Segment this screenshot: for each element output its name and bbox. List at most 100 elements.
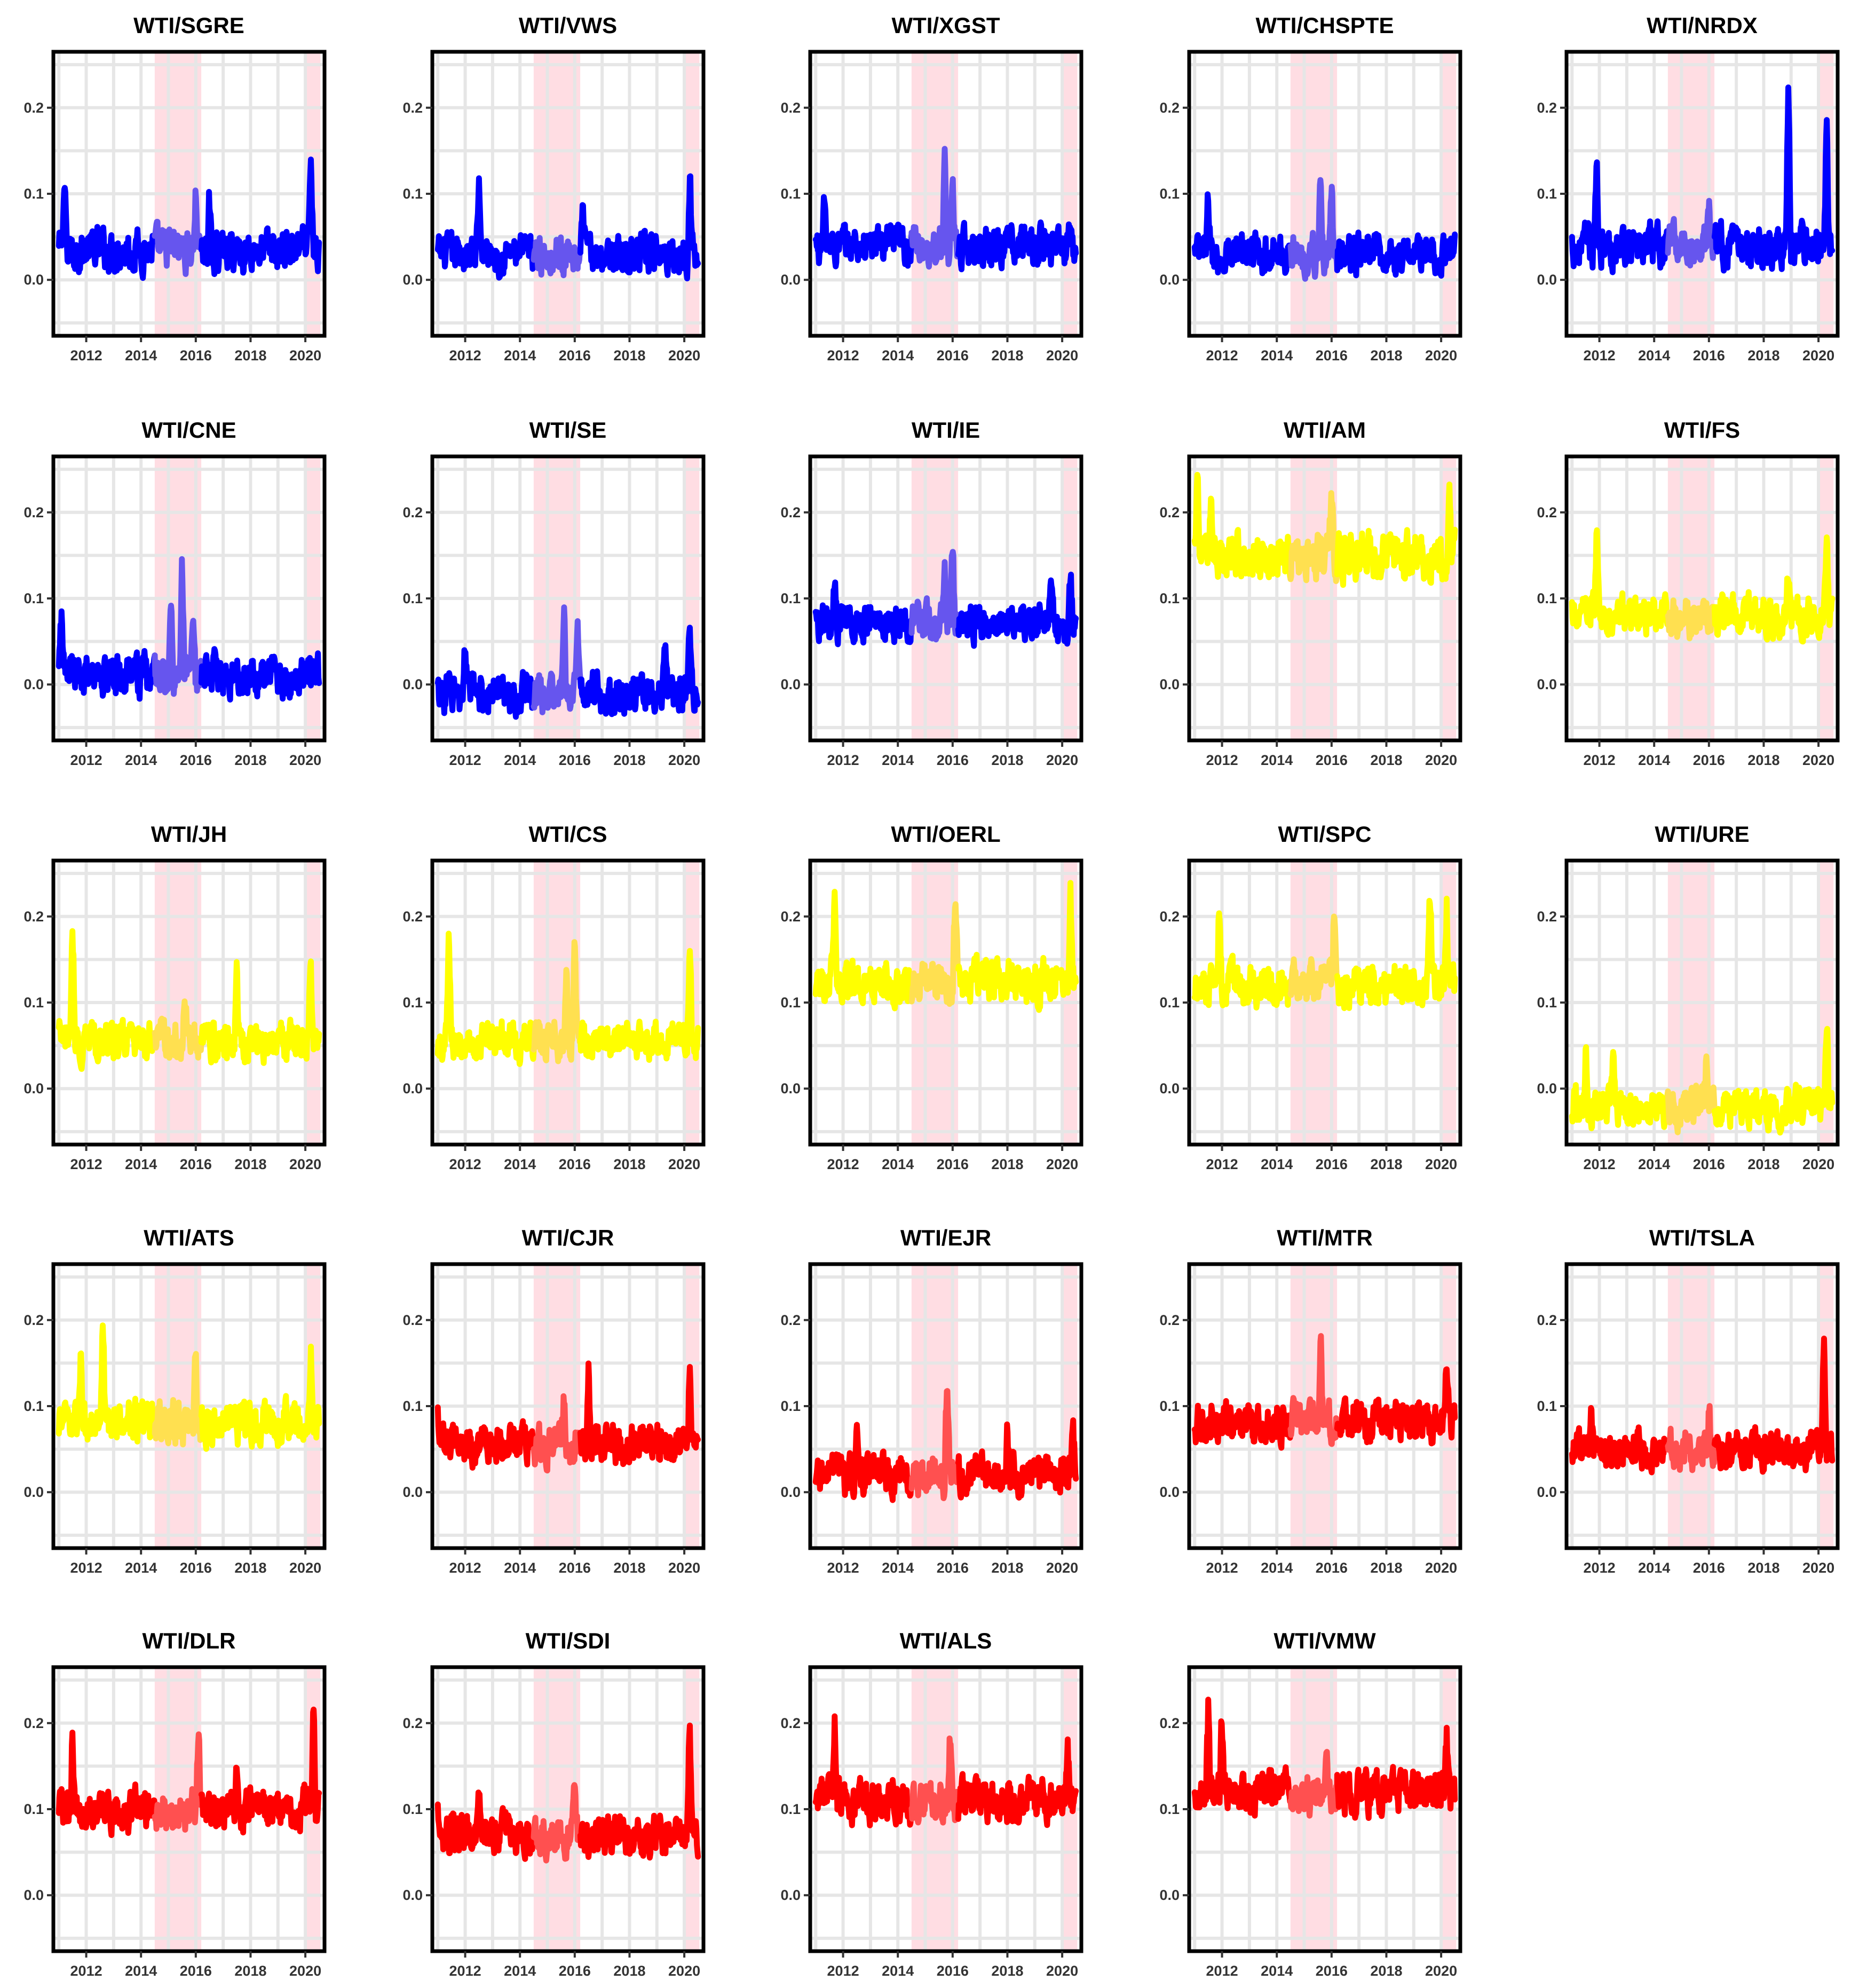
- x-tick-label: 2014: [1638, 1156, 1670, 1172]
- series-line-highlight: [152, 1731, 204, 1833]
- x-tick-label: 2014: [882, 1560, 914, 1576]
- y-tick-label: 0.0: [1159, 676, 1180, 692]
- x-tick-label: 2018: [1747, 752, 1779, 768]
- y-tick-label: 0.2: [1159, 1715, 1180, 1731]
- x-tick-label: 2016: [1693, 1156, 1725, 1172]
- panel-19: 0.0 0.1 0.2 2012 2014 2016 2018 2020 WTI/MTR: [1159, 1225, 1462, 1576]
- series-line-before: [812, 1713, 915, 1828]
- panel-title: WTI/CJR: [522, 1225, 614, 1250]
- panel-8: 0.0 0.1 0.2 2012 2014 2016 2018 2020 WTI/IE: [780, 417, 1083, 768]
- y-tick-label: 0.0: [1537, 272, 1557, 288]
- x-tick-label: 2018: [234, 1156, 266, 1172]
- x-tick-label: 2012: [70, 1560, 102, 1576]
- x-tick-label: 2014: [1638, 1560, 1670, 1576]
- panel-title: WTI/OERL: [891, 822, 1000, 847]
- y-tick-label: 0.1: [23, 186, 44, 202]
- x-tick-label: 2018: [613, 1963, 645, 1979]
- x-tick-label: 2016: [180, 1963, 212, 1979]
- x-tick-label: 2020: [289, 752, 321, 768]
- x-tick-label: 2018: [1370, 752, 1402, 768]
- x-tick-label: 2016: [559, 348, 591, 364]
- y-tick-label: 0.2: [23, 100, 44, 116]
- y-tick-label: 0.1: [23, 590, 44, 606]
- series-line-after: [1711, 1335, 1836, 1475]
- series-line-before: [1569, 1405, 1671, 1476]
- y-tick-label: 0.0: [1537, 1080, 1557, 1096]
- series-line-before: [1569, 159, 1671, 275]
- y-tick-label: 0.1: [1537, 995, 1557, 1011]
- x-tick-label: 2016: [937, 1963, 969, 1979]
- series-line-before: [56, 928, 158, 1072]
- x-tick-label: 2012: [827, 1560, 859, 1576]
- panel-title: WTI/CS: [529, 822, 607, 847]
- x-tick-label: 2014: [504, 1156, 536, 1172]
- panel-title: WTI/XGST: [892, 13, 1000, 38]
- series-line-after: [577, 1360, 701, 1468]
- y-tick-label: 0.2: [780, 909, 801, 925]
- series-line-highlight: [1665, 198, 1718, 269]
- x-tick-label: 2018: [1370, 1156, 1402, 1172]
- x-tick-label: 2012: [1206, 1963, 1238, 1979]
- series-line-before: [56, 1730, 158, 1839]
- x-tick-label: 2012: [449, 752, 481, 768]
- y-tick-label: 0.1: [780, 1801, 801, 1817]
- series-line-highlight: [1287, 913, 1340, 1002]
- y-tick-label: 0.2: [23, 909, 44, 925]
- y-tick-label: 0.1: [402, 995, 423, 1011]
- x-tick-label: 2016: [559, 752, 591, 768]
- x-tick-label: 2014: [125, 1560, 157, 1576]
- series-line-before: [1191, 910, 1294, 1011]
- x-tick-label: 2012: [1206, 752, 1238, 768]
- x-tick-label: 2012: [1206, 348, 1238, 364]
- panel-9: 0.0 0.1 0.2 2012 2014 2016 2018 2020 WTI/AM: [1159, 417, 1462, 768]
- x-tick-label: 2018: [991, 1963, 1023, 1979]
- y-tick-label: 0.1: [23, 1398, 44, 1414]
- series-line-before: [812, 1422, 915, 1503]
- x-tick-label: 2016: [1316, 1560, 1348, 1576]
- x-tick-label: 2012: [827, 1963, 859, 1979]
- y-tick-label: 0.1: [1159, 1398, 1180, 1414]
- series-line-before: [1191, 1398, 1294, 1451]
- y-tick-label: 0.0: [23, 272, 44, 288]
- x-tick-label: 2020: [1046, 1156, 1078, 1172]
- series-line-after: [955, 571, 1079, 649]
- series-line-before: [434, 175, 537, 281]
- y-tick-label: 0.1: [780, 186, 801, 202]
- series-line-highlight: [531, 1393, 583, 1474]
- y-tick-label: 0.2: [780, 1715, 801, 1731]
- y-tick-label: 0.2: [402, 100, 423, 116]
- x-tick-label: 2016: [1693, 1560, 1725, 1576]
- y-tick-label: 0.0: [780, 676, 801, 692]
- panel-title: WTI/SDI: [526, 1628, 611, 1653]
- series-line-before: [56, 1322, 158, 1445]
- x-tick-label: 2016: [937, 752, 969, 768]
- panel-11: 0.0 0.1 0.2 2012 2014 2016 2018 2020 WTI/JH: [23, 822, 327, 1172]
- x-tick-label: 2016: [180, 348, 212, 364]
- y-tick-label: 0.0: [780, 272, 801, 288]
- x-tick-label: 2016: [180, 1560, 212, 1576]
- x-tick-label: 2018: [1747, 1560, 1779, 1576]
- panel-10: 0.0 0.1 0.2 2012 2014 2016 2018 2020 WTI/FS: [1537, 417, 1840, 768]
- x-tick-label: 2018: [1747, 348, 1779, 364]
- series-line-highlight: [1287, 1333, 1340, 1447]
- series-line-before: [1191, 191, 1294, 277]
- x-tick-label: 2020: [1046, 1963, 1078, 1979]
- y-tick-label: 0.0: [780, 1484, 801, 1500]
- panel-21: 0.0 0.1 0.2 2012 2014 2016 2018 2020 WTI/DLR: [23, 1628, 327, 1979]
- series-line-after: [955, 880, 1079, 1013]
- panel-title: WTI/VWS: [519, 13, 617, 38]
- y-tick-label: 0.2: [23, 1715, 44, 1731]
- x-tick-label: 2016: [1316, 1156, 1348, 1172]
- x-tick-label: 2012: [1206, 1156, 1238, 1172]
- x-tick-label: 2012: [827, 348, 859, 364]
- series-line-highlight: [1665, 1403, 1718, 1473]
- x-tick-label: 2018: [613, 348, 645, 364]
- series-line-before: [434, 1404, 537, 1471]
- series-line-highlight: [152, 187, 204, 277]
- series-line-highlight: [531, 939, 583, 1064]
- x-tick-label: 2020: [1046, 348, 1078, 364]
- series-line-after: [1711, 534, 1836, 645]
- series-line-before: [56, 608, 158, 702]
- y-tick-label: 0.1: [1159, 590, 1180, 606]
